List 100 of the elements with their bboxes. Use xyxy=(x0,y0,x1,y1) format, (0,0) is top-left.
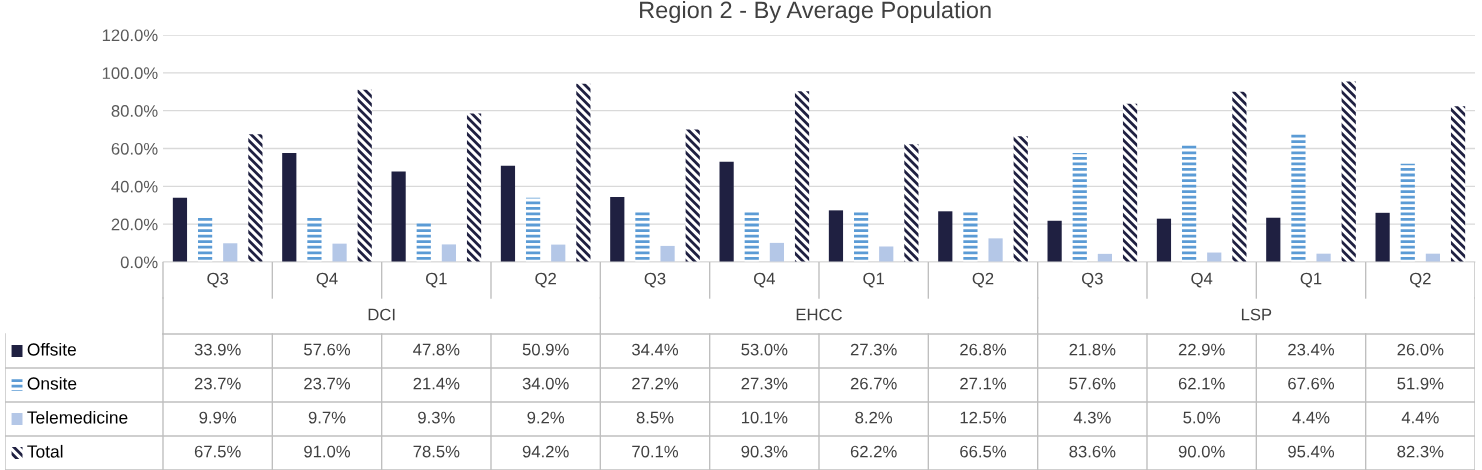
text: 5.0% xyxy=(1183,411,1221,424)
x-tick-label: Q2 xyxy=(972,272,994,288)
bar xyxy=(744,210,759,262)
text: 26.8% xyxy=(960,343,1007,356)
bar xyxy=(879,246,894,262)
bar xyxy=(282,153,297,262)
text: 23.4% xyxy=(1288,343,1335,356)
y-tick-label: 40.0% xyxy=(111,180,158,193)
text: 34.4% xyxy=(632,343,679,356)
text: 62.2% xyxy=(850,445,897,458)
text: 4.3% xyxy=(1073,411,1111,424)
text: 57.6% xyxy=(304,343,351,356)
text: 90.0% xyxy=(1178,445,1225,458)
bar xyxy=(610,196,625,262)
bar xyxy=(525,197,541,262)
x-tick-label: Q1 xyxy=(426,272,447,288)
text: 53.0% xyxy=(741,343,788,356)
text: 22.9% xyxy=(1178,343,1225,356)
text: 21.4% xyxy=(413,377,460,390)
bar xyxy=(551,244,566,262)
bar xyxy=(660,245,675,262)
text: 70.1% xyxy=(632,445,679,458)
text: 9.3% xyxy=(418,411,455,424)
text: 90.3% xyxy=(741,445,788,458)
text: EHCC xyxy=(796,308,842,321)
y-tick-label: 80.0% xyxy=(111,105,158,117)
bar xyxy=(635,210,650,262)
text: 26.7% xyxy=(850,377,897,390)
bar xyxy=(1400,163,1415,262)
bar xyxy=(223,243,238,262)
y-tick-label: 0.0% xyxy=(120,256,158,269)
bar xyxy=(1341,81,1356,262)
bar xyxy=(1156,218,1172,262)
bar xyxy=(853,211,869,262)
y-tick-label: 120.0% xyxy=(102,29,158,42)
x-tick-label: Q4 xyxy=(316,272,338,288)
x-tick-label: Q3 xyxy=(1082,272,1103,288)
bar xyxy=(1047,220,1062,262)
bar xyxy=(1181,144,1197,262)
legend-label: Offsite xyxy=(27,342,76,356)
bar xyxy=(357,89,372,262)
x-tick-label: Q3 xyxy=(644,272,666,288)
text: 27.2% xyxy=(632,377,679,390)
bar xyxy=(466,113,482,262)
text: 67.5% xyxy=(194,445,241,458)
text: 82.3% xyxy=(1397,445,1444,458)
text: 12.5% xyxy=(960,411,1007,424)
x-tick-label: Q4 xyxy=(1191,272,1213,288)
x-tick-label: Q1 xyxy=(1300,272,1322,288)
bar xyxy=(719,161,734,262)
bar xyxy=(500,165,516,262)
text: 62.1% xyxy=(1178,377,1225,390)
bar xyxy=(1450,106,1466,262)
chart-title: Region 2 - By Average Population xyxy=(640,1,991,24)
bar xyxy=(576,83,591,262)
bar xyxy=(1375,212,1390,262)
bar xyxy=(685,129,700,262)
bar xyxy=(248,134,263,262)
text: 91.0% xyxy=(304,445,351,458)
text: LSP xyxy=(1241,308,1272,321)
legend-label: Total xyxy=(27,444,63,458)
y-tick-label: 60.0% xyxy=(111,142,158,155)
bar xyxy=(332,243,347,262)
text: 9.2% xyxy=(527,411,565,424)
text: 9.9% xyxy=(199,411,237,424)
bar xyxy=(172,197,188,262)
text: 67.6% xyxy=(1288,377,1335,390)
bar xyxy=(963,210,978,262)
bar xyxy=(988,238,1003,262)
y-tick-label: 20.0% xyxy=(111,218,158,231)
bar xyxy=(391,171,406,262)
text: 27.3% xyxy=(850,343,897,356)
bar xyxy=(1291,134,1306,262)
text: 47.8% xyxy=(413,343,460,356)
bar xyxy=(769,242,785,262)
bar xyxy=(416,221,431,262)
x-tick-label: Q3 xyxy=(207,272,229,288)
text: 50.9% xyxy=(522,343,569,356)
x-tick-label: Q1 xyxy=(863,272,884,288)
x-tick-label: Q2 xyxy=(535,272,556,288)
text: 4.4% xyxy=(1401,411,1439,424)
text: 83.6% xyxy=(1069,445,1116,458)
bar xyxy=(828,210,844,262)
text: 26.0% xyxy=(1397,343,1444,356)
text: 57.6% xyxy=(1069,377,1116,390)
text: 95.4% xyxy=(1288,445,1335,458)
text: 27.1% xyxy=(960,377,1007,390)
legend-label: Onsite xyxy=(27,376,77,390)
text: 8.2% xyxy=(855,411,893,424)
text: 10.1% xyxy=(741,411,788,424)
x-tick-label: Q4 xyxy=(754,272,775,288)
bar xyxy=(1072,153,1087,262)
bar xyxy=(197,217,213,262)
bar xyxy=(904,144,919,262)
text: 94.2% xyxy=(522,445,569,458)
text: 21.8% xyxy=(1069,343,1116,356)
legend-label: Telemedicine xyxy=(27,410,128,424)
text: 4.4% xyxy=(1292,411,1330,424)
text: 33.9% xyxy=(194,343,241,356)
bar xyxy=(307,217,322,262)
